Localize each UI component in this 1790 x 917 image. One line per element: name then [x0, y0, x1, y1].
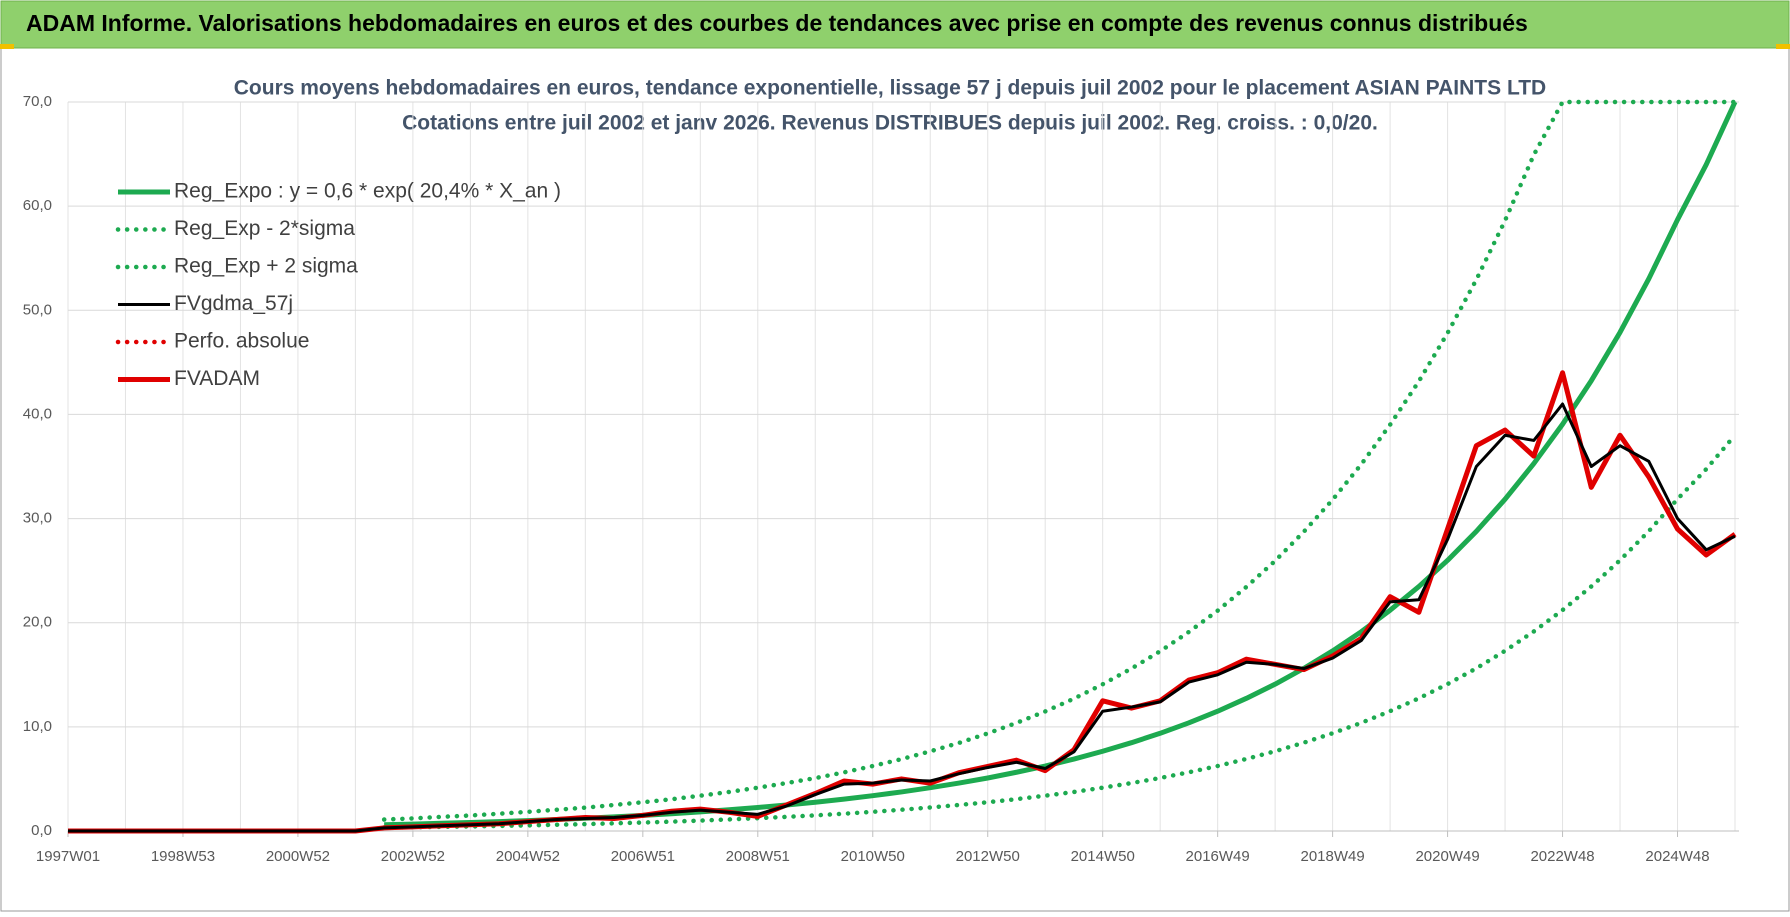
y-tick-label: 60,0	[23, 197, 52, 214]
legend-label: Reg_Exp + 2 sigma	[174, 255, 358, 278]
x-tick-label: 2016W49	[1186, 848, 1250, 865]
x-tick-label: 2006W51	[611, 848, 675, 865]
x-tick-label: 2022W48	[1530, 848, 1594, 865]
corner-mark	[0, 44, 14, 49]
header-bar	[0, 0, 1790, 49]
y-tick-label: 40,0	[23, 405, 52, 422]
series-line	[381, 99, 1738, 822]
y-tick-label: 50,0	[23, 301, 52, 318]
y-tick-label: 0,0	[31, 822, 52, 839]
corner-mark	[1776, 44, 1790, 49]
y-tick-label: 10,0	[23, 718, 52, 735]
x-tick-label: 2004W52	[496, 848, 560, 865]
legend-label: Perfo. absolue	[174, 330, 309, 353]
legend-label: FVgdma_57j	[174, 292, 293, 315]
x-tick-label: 2012W50	[956, 848, 1020, 865]
y-tick-label: 70,0	[23, 93, 52, 110]
x-tick-label: 1997W01	[36, 848, 100, 865]
chart-subtitle: Cotations entre juil 2002 et janv 2026. …	[402, 112, 1378, 135]
x-tick-label: 2014W50	[1071, 848, 1135, 865]
x-tick-label: 2000W52	[266, 848, 330, 865]
chart-title: Cours moyens hebdomadaires en euros, ten…	[234, 77, 1546, 100]
legend-label: Reg_Expo : y = 0,6 * exp( 20,4% * X_an )	[174, 180, 561, 203]
x-tick-label: 2010W50	[841, 848, 905, 865]
legend-label: Reg_Exp - 2*sigma	[174, 217, 355, 240]
x-tick-label: 2024W48	[1645, 848, 1709, 865]
x-tick-label: 2018W49	[1301, 848, 1365, 865]
header-title: ADAM Informe. Valorisations hebdomadaire…	[26, 10, 1528, 36]
series-line	[381, 432, 1738, 830]
legend-label: FVADAM	[174, 367, 260, 390]
x-tick-label: 2020W49	[1415, 848, 1479, 865]
x-tick-label: 1998W53	[151, 848, 215, 865]
x-tick-label: 2002W52	[381, 848, 445, 865]
y-tick-label: 30,0	[23, 510, 52, 527]
x-tick-label: 2008W51	[726, 848, 790, 865]
y-tick-label: 20,0	[23, 614, 52, 631]
series-line	[68, 402, 1736, 833]
